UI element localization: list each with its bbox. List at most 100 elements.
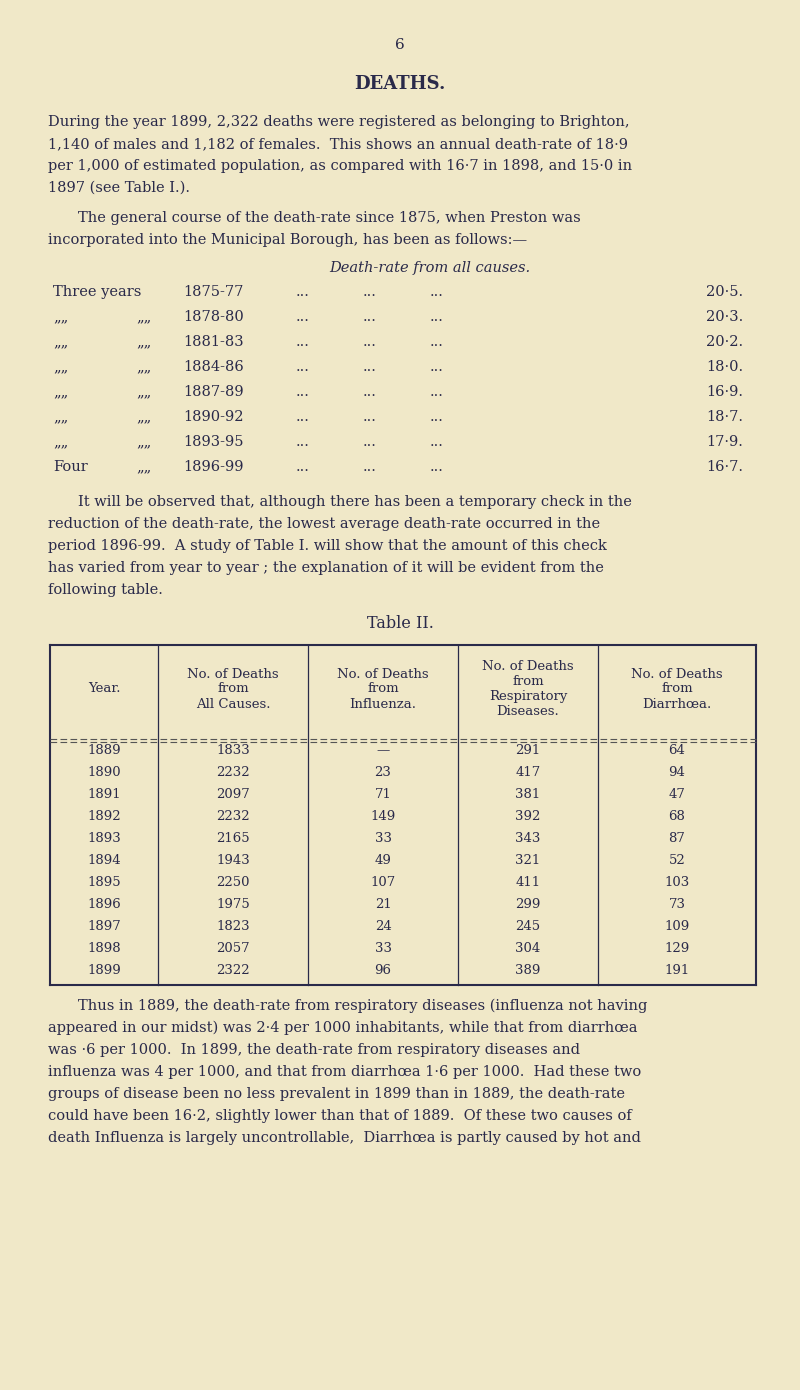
Text: 149: 149 <box>370 810 396 823</box>
Text: Influenza.: Influenza. <box>350 698 417 710</box>
Text: „„: „„ <box>53 410 68 424</box>
Text: 23: 23 <box>374 766 391 778</box>
Text: incorporated into the Municipal Borough, has been as follows:—: incorporated into the Municipal Borough,… <box>48 234 527 247</box>
Text: Thus in 1889, the death-rate from respiratory diseases (influenza not having: Thus in 1889, the death-rate from respir… <box>78 999 647 1013</box>
Text: ...: ... <box>296 410 310 424</box>
Text: 1887-89: 1887-89 <box>183 385 244 399</box>
Text: 1899: 1899 <box>87 965 121 977</box>
Text: 304: 304 <box>515 942 541 955</box>
Text: following table.: following table. <box>48 582 163 596</box>
Text: 71: 71 <box>374 788 391 801</box>
Text: „„: „„ <box>53 360 68 374</box>
Text: from: from <box>217 682 249 695</box>
Text: „„: „„ <box>136 360 151 374</box>
Text: 20·3.: 20·3. <box>706 310 743 324</box>
Text: ...: ... <box>430 335 444 349</box>
Text: Year.: Year. <box>88 682 120 695</box>
Text: 1943: 1943 <box>216 853 250 867</box>
Text: 129: 129 <box>664 942 690 955</box>
Text: ...: ... <box>363 385 377 399</box>
Text: „„: „„ <box>136 435 151 449</box>
Text: 1833: 1833 <box>216 744 250 758</box>
Text: „„: „„ <box>136 310 151 324</box>
Text: It will be observed that, although there has been a temporary check in the: It will be observed that, although there… <box>78 495 632 509</box>
Text: 68: 68 <box>669 810 686 823</box>
Text: All Causes.: All Causes. <box>196 698 270 710</box>
Text: 18·0.: 18·0. <box>706 360 743 374</box>
Text: 49: 49 <box>374 853 391 867</box>
Text: ...: ... <box>363 360 377 374</box>
Text: ...: ... <box>296 460 310 474</box>
Text: 73: 73 <box>669 898 686 910</box>
Text: 2250: 2250 <box>216 876 250 890</box>
Text: 1892: 1892 <box>87 810 121 823</box>
Text: ...: ... <box>296 335 310 349</box>
Text: 109: 109 <box>664 920 690 933</box>
Text: 2232: 2232 <box>216 810 250 823</box>
Text: 1895: 1895 <box>87 876 121 890</box>
Text: 1890: 1890 <box>87 766 121 778</box>
Text: No. of Deaths: No. of Deaths <box>482 660 574 673</box>
Text: ...: ... <box>430 285 444 299</box>
Text: 47: 47 <box>669 788 686 801</box>
Text: 17·9.: 17·9. <box>706 435 743 449</box>
Text: 33: 33 <box>374 833 391 845</box>
Text: from: from <box>367 682 399 695</box>
Text: 1875-77: 1875-77 <box>183 285 243 299</box>
Text: 1975: 1975 <box>216 898 250 910</box>
Text: ...: ... <box>296 435 310 449</box>
Text: 64: 64 <box>669 744 686 758</box>
Text: 2322: 2322 <box>216 965 250 977</box>
Text: 1896: 1896 <box>87 898 121 910</box>
Text: 96: 96 <box>374 965 391 977</box>
Text: ...: ... <box>430 310 444 324</box>
Text: 1878-80: 1878-80 <box>183 310 244 324</box>
Text: No. of Deaths: No. of Deaths <box>187 667 279 681</box>
Text: The general course of the death-rate since 1875, when Preston was: The general course of the death-rate sin… <box>78 211 581 225</box>
Text: „„: „„ <box>136 385 151 399</box>
Text: „„: „„ <box>53 310 68 324</box>
Text: 1890-92: 1890-92 <box>183 410 243 424</box>
Text: DEATHS.: DEATHS. <box>354 75 446 93</box>
Text: Four: Four <box>53 460 88 474</box>
Text: 191: 191 <box>664 965 690 977</box>
Text: ...: ... <box>363 435 377 449</box>
Text: 381: 381 <box>515 788 541 801</box>
Text: Respiratory: Respiratory <box>489 689 567 703</box>
Text: During the year 1899, 2,322 deaths were registered as belonging to Brighton,: During the year 1899, 2,322 deaths were … <box>48 115 630 129</box>
Text: ...: ... <box>430 385 444 399</box>
Text: 52: 52 <box>669 853 686 867</box>
Text: 1893-95: 1893-95 <box>183 435 243 449</box>
Text: appeared in our midst) was 2·4 per 1000 inhabitants, while that from diarrhœa: appeared in our midst) was 2·4 per 1000 … <box>48 1022 638 1036</box>
Text: No. of Deaths: No. of Deaths <box>337 667 429 681</box>
Text: ...: ... <box>296 310 310 324</box>
Text: death Influenza is largely uncontrollable,  Diarrhœa is partly caused by hot and: death Influenza is largely uncontrollabl… <box>48 1131 641 1145</box>
Text: from: from <box>512 676 544 688</box>
Text: 2232: 2232 <box>216 766 250 778</box>
Text: 321: 321 <box>515 853 541 867</box>
Text: period 1896-99.  A study of Table I. will show that the amount of this check: period 1896-99. A study of Table I. will… <box>48 539 607 553</box>
Text: „„: „„ <box>136 460 151 474</box>
Text: 1,140 of males and 1,182 of females.  This shows an annual death-rate of 18·9: 1,140 of males and 1,182 of females. Thi… <box>48 138 628 152</box>
Text: 299: 299 <box>515 898 541 910</box>
Text: 1894: 1894 <box>87 853 121 867</box>
Text: ...: ... <box>363 310 377 324</box>
Text: 2057: 2057 <box>216 942 250 955</box>
Text: ...: ... <box>363 285 377 299</box>
Text: 245: 245 <box>515 920 541 933</box>
Text: 1823: 1823 <box>216 920 250 933</box>
Text: 6: 6 <box>395 38 405 51</box>
Text: „„: „„ <box>53 335 68 349</box>
Text: has varied from year to year ; the explanation of it will be evident from the: has varied from year to year ; the expla… <box>48 562 604 575</box>
Text: ...: ... <box>430 460 444 474</box>
Text: ...: ... <box>296 360 310 374</box>
Text: influenza was 4 per 1000, and that from diarrhœa 1·6 per 1000.  Had these two: influenza was 4 per 1000, and that from … <box>48 1065 642 1079</box>
Text: Diseases.: Diseases. <box>497 705 559 719</box>
Text: No. of Deaths: No. of Deaths <box>631 667 723 681</box>
Text: 1898: 1898 <box>87 942 121 955</box>
Text: 1889: 1889 <box>87 744 121 758</box>
Text: 1891: 1891 <box>87 788 121 801</box>
Text: 16·7.: 16·7. <box>706 460 743 474</box>
Text: „„: „„ <box>136 410 151 424</box>
Text: 417: 417 <box>515 766 541 778</box>
